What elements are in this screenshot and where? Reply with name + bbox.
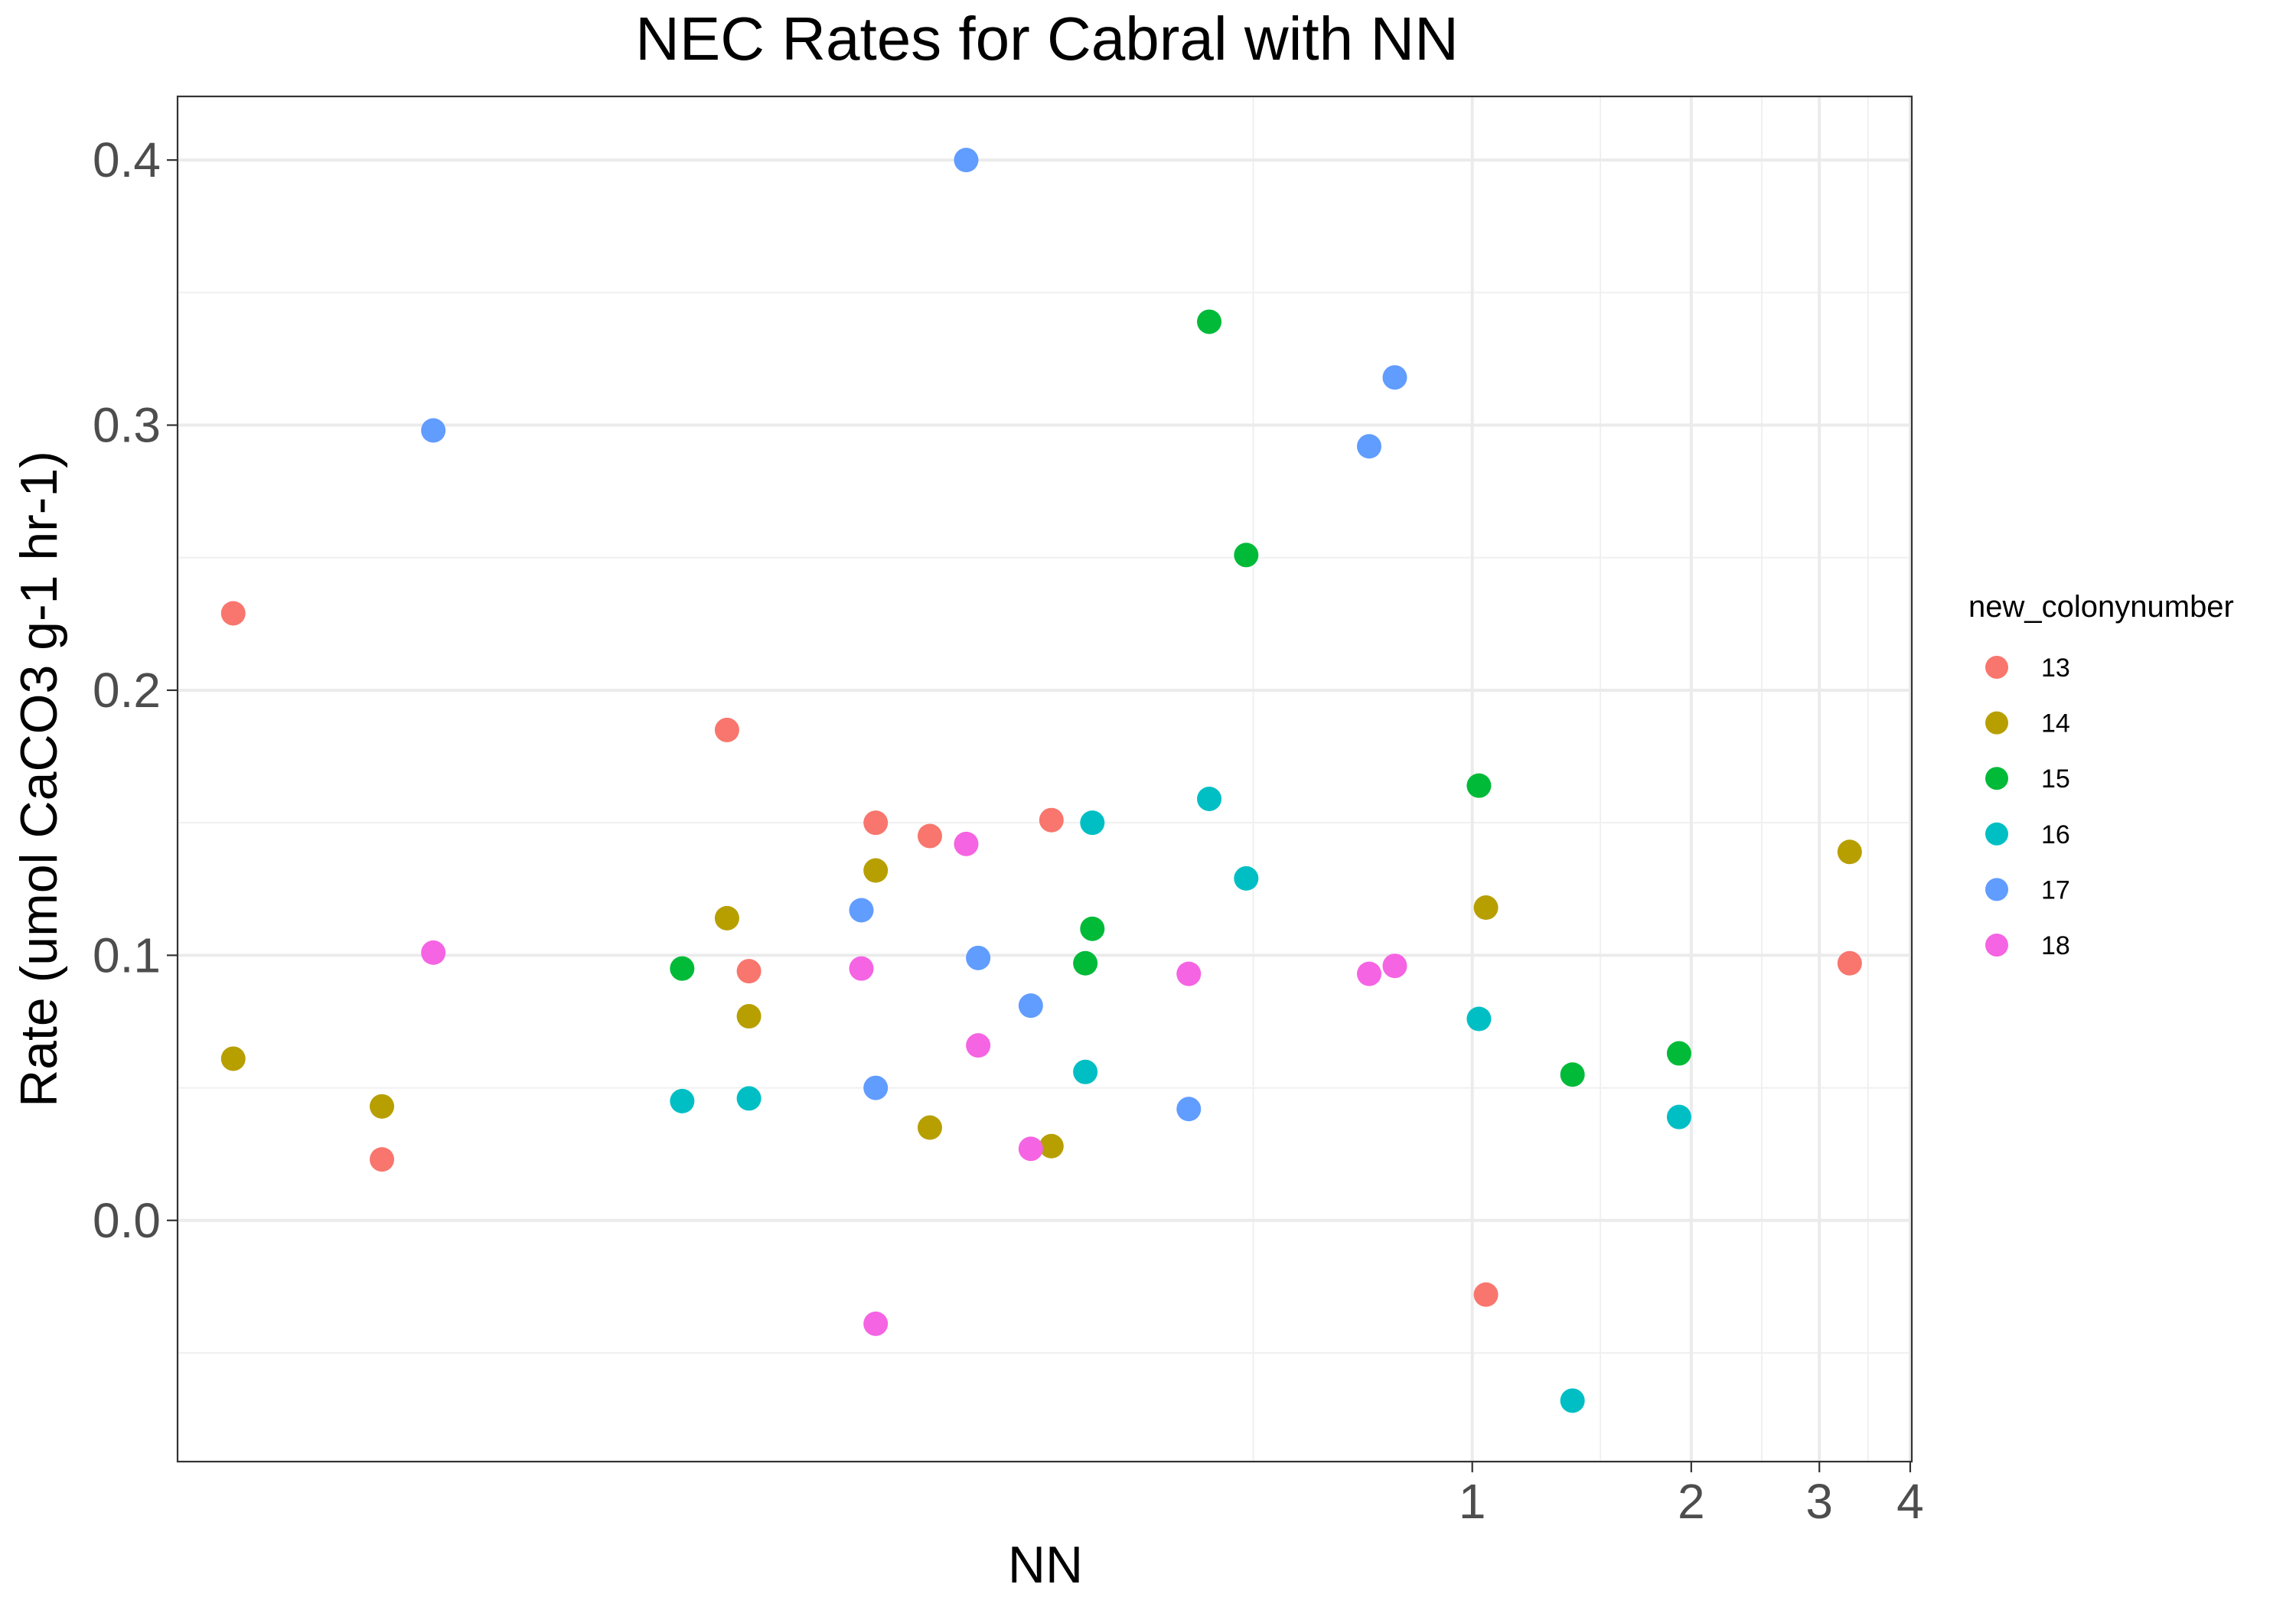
legend-label-18: 18	[2041, 931, 2070, 960]
data-point-colony-14	[220, 1046, 246, 1071]
panel-border	[176, 95, 1913, 1463]
data-point-colony-14	[1837, 839, 1862, 865]
data-point-colony-13	[1039, 807, 1064, 833]
data-point-colony-14	[863, 858, 889, 883]
data-point-colony-16	[1234, 865, 1259, 891]
data-point-colony-13	[1473, 1282, 1499, 1307]
data-point-colony-16	[1666, 1104, 1691, 1129]
data-point-colony-15	[1080, 916, 1105, 941]
plot-panel	[176, 95, 1913, 1463]
data-point-colony-18	[1176, 961, 1202, 986]
y-tick-label: 0.3	[93, 398, 161, 453]
data-point-colony-18	[966, 1033, 991, 1058]
data-point-colony-17	[849, 898, 874, 923]
data-point-colony-14	[736, 1004, 762, 1029]
x-axis-title: NN	[1008, 1536, 1083, 1594]
data-point-colony-17	[1356, 434, 1381, 459]
legend-items: 13 14 15 16 17 18	[1985, 654, 2070, 960]
legend-key-15	[1985, 767, 2008, 790]
data-point-colony-16	[1560, 1388, 1585, 1413]
data-point-colony-18	[421, 940, 446, 965]
data-point-colony-17	[421, 418, 446, 443]
y-tick-label: 0.4	[93, 132, 161, 187]
data-point-colony-15	[1073, 950, 1098, 976]
data-point-colony-17	[1018, 993, 1043, 1019]
data-point-colony-15	[670, 956, 695, 981]
legend-label-17: 17	[2041, 875, 2070, 905]
data-point-colony-18	[849, 956, 874, 981]
legend-key-17	[1985, 878, 2008, 901]
panel-background	[178, 96, 1912, 1462]
data-points	[220, 148, 1862, 1413]
data-point-colony-18	[1018, 1136, 1043, 1162]
data-point-colony-15	[1466, 773, 1492, 798]
data-point-colony-17	[863, 1075, 889, 1100]
y-tick-label: 0.1	[93, 927, 161, 983]
legend-label-14: 14	[2041, 709, 2070, 738]
data-point-colony-15	[1197, 309, 1222, 334]
x-tick-label: 1	[1459, 1474, 1486, 1529]
data-point-colony-14	[370, 1094, 395, 1119]
data-point-colony-15	[1666, 1041, 1691, 1066]
legend-key-18	[1985, 934, 2008, 957]
legend-title: new_colonynumber	[1968, 590, 2234, 624]
legend-label-13: 13	[2041, 654, 2070, 683]
y-axis-title: Rate (umol CaCO3 g-1 hr-1)	[10, 451, 68, 1107]
y-axis: 0.0 0.1 0.2 0.3 0.4	[93, 132, 178, 1248]
data-point-colony-13	[714, 717, 739, 742]
data-point-colony-15	[1560, 1062, 1585, 1087]
data-point-colony-14	[917, 1115, 942, 1140]
data-point-colony-14	[714, 905, 739, 931]
data-point-colony-14	[1473, 895, 1499, 921]
legend-key-16	[1985, 822, 2008, 846]
legend-key-13	[1985, 656, 2008, 679]
x-tick-label: 4	[1896, 1474, 1924, 1529]
data-point-colony-14	[1039, 1133, 1064, 1159]
data-point-colony-16	[1197, 786, 1222, 811]
data-point-colony-13	[1837, 950, 1862, 976]
legend-label-15: 15	[2041, 764, 2070, 794]
x-tick-label: 3	[1805, 1474, 1833, 1529]
data-point-colony-13	[863, 810, 889, 836]
data-point-colony-13	[220, 601, 246, 626]
x-tick-label: 2	[1678, 1474, 1705, 1529]
x-axis: 1 2 3 4	[1459, 1462, 1924, 1529]
data-point-colony-18	[954, 831, 979, 856]
legend-label-16: 16	[2041, 820, 2070, 849]
chart-title: NEC Rates for Cabral with NN	[635, 5, 1459, 73]
data-point-colony-17	[1176, 1097, 1202, 1122]
data-point-colony-16	[1466, 1006, 1492, 1032]
data-point-colony-18	[1356, 961, 1381, 986]
data-point-colony-17	[954, 148, 979, 173]
data-point-colony-16	[1073, 1059, 1098, 1084]
data-point-colony-13	[370, 1147, 395, 1172]
legend: new_colonynumber 13 14 15 16 17 18	[1968, 590, 2234, 960]
data-point-colony-13	[736, 959, 762, 984]
data-point-colony-16	[670, 1088, 695, 1113]
data-point-colony-17	[1382, 365, 1407, 390]
y-tick-label: 0.2	[93, 663, 161, 718]
data-point-colony-15	[1234, 543, 1259, 568]
data-point-colony-17	[966, 945, 991, 970]
data-point-colony-16	[736, 1086, 762, 1111]
data-point-colony-18	[863, 1311, 889, 1336]
legend-key-14	[1985, 711, 2008, 735]
minor-gridlines	[178, 96, 1912, 1462]
data-point-colony-13	[917, 823, 942, 849]
data-point-colony-16	[1080, 810, 1105, 836]
data-point-colony-18	[1382, 953, 1407, 979]
y-tick-label: 0.0	[93, 1193, 161, 1248]
